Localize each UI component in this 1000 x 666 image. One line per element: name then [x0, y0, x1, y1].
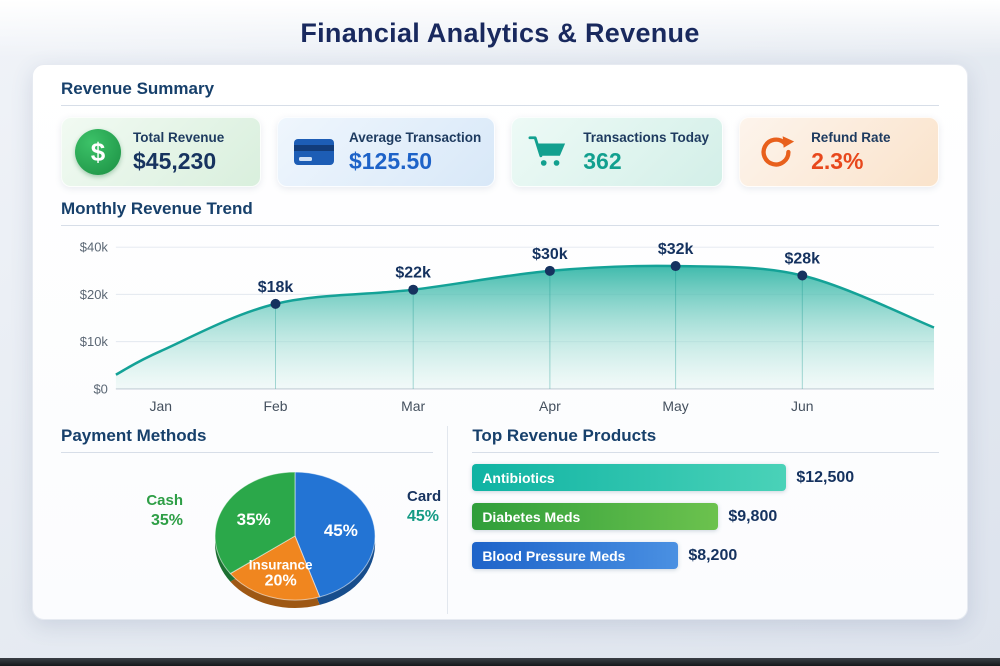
kpi-card-average-transaction: Average Transaction $125.50 — [276, 117, 496, 187]
product-bar-blood-pressure-meds: Blood Pressure Meds — [472, 542, 679, 569]
x-tick-label: Jun — [791, 398, 814, 414]
payment-methods-title: Payment Methods — [61, 426, 434, 453]
pie-inner-pct: 20% — [265, 572, 297, 589]
pie-slice-card — [294, 471, 376, 598]
pie-inner-pct: 35% — [237, 510, 271, 529]
product-label: Antibiotics — [482, 469, 555, 486]
y-tick-label: $40k — [80, 240, 109, 255]
data-point-label: $32k — [658, 241, 694, 258]
kpi-card-total-revenue: $ Total Revenue $45,230 — [61, 117, 261, 187]
data-point — [544, 265, 555, 276]
kpi-text: Total Revenue $45,230 — [133, 130, 224, 175]
x-tick-label: Apr — [539, 398, 561, 414]
x-tick-label: Jan — [150, 398, 173, 414]
revenue-summary-title: Revenue Summary — [61, 79, 939, 106]
dollar-glyph: $ — [90, 136, 106, 167]
product-bar-antibiotics: Antibiotics — [472, 464, 787, 491]
pie-outer-label-cash: Cash 35% — [113, 492, 183, 531]
product-value: $8,200 — [688, 546, 738, 564]
kpi-label-refund-rate: Refund Rate — [811, 129, 891, 145]
data-point — [670, 261, 681, 272]
page-header: Financial Analytics & Revenue — [0, 0, 1000, 64]
product-value: $12,500 — [796, 468, 855, 486]
refresh-icon — [753, 129, 799, 175]
data-point-label: $30k — [532, 246, 568, 263]
pie-slice-insurance — [229, 535, 321, 601]
data-point — [270, 298, 281, 309]
payment-methods-section: Payment Methods Cash 35% 45% Insurance 20%… — [61, 426, 447, 614]
data-point-label: $18k — [258, 279, 294, 296]
kpi-text: Average Transaction $125.50 — [349, 130, 481, 175]
payment-methods-chart: Cash 35% 45% Insurance 20% 35% Card 45% — [61, 464, 441, 614]
product-row: Antibiotics $12,500 — [472, 464, 939, 491]
kpi-value-total-revenue: $45,230 — [133, 147, 217, 174]
product-value: $9,800 — [728, 507, 778, 525]
card-pct: 45% — [407, 507, 440, 525]
pie-inner-pct: 45% — [324, 521, 358, 540]
kpi-value-average-transaction: $125.50 — [348, 147, 433, 174]
product-row: Diabetes Meds $9,800 — [472, 503, 939, 530]
kpi-row: $ Total Revenue $45,230 Average Transact… — [61, 117, 940, 187]
kpi-text: Refund Rate 2.3% — [811, 130, 891, 175]
data-point-label: $28k — [785, 251, 821, 268]
y-tick-label: $10k — [80, 334, 109, 349]
pie-outer-label-card: Card 45% — [407, 488, 477, 527]
top-products-section: Top Revenue Products Antibiotics $12,500… — [447, 426, 939, 614]
cash-label: Cash — [146, 492, 183, 509]
product-bars: Antibiotics $12,500 Diabetes Meds $9,800… — [472, 464, 939, 569]
product-row: Blood Pressure Meds $8,200 — [472, 542, 939, 569]
kpi-label-average-transaction: Average Transaction — [348, 129, 482, 145]
x-tick-label: Feb — [263, 398, 287, 414]
cash-pct: 35% — [150, 511, 183, 529]
y-tick-label: $0 — [93, 381, 107, 396]
product-label: Blood Pressure Meds — [482, 547, 626, 564]
data-point — [408, 284, 419, 295]
bottom-row: Payment Methods Cash 35% 45% Insurance 20%… — [61, 426, 939, 614]
kpi-value-refund-rate: 2.3% — [811, 147, 864, 174]
top-products-title: Top Revenue Products — [472, 426, 939, 453]
product-bar-diabetes-meds: Diabetes Meds — [472, 503, 719, 530]
revenue-line — [115, 264, 935, 376]
revenue-area — [115, 265, 935, 389]
dashboard-panel: Revenue Summary $ Total Revenue $45,230 … — [32, 64, 968, 620]
shopping-cart-icon — [525, 129, 571, 175]
data-point — [797, 270, 808, 281]
kpi-value-transactions-today: 362 — [583, 147, 622, 174]
dollar-icon: $ — [75, 129, 121, 175]
data-point-label: $22k — [395, 265, 431, 282]
bottom-strip — [0, 658, 1000, 666]
product-label: Diabetes Meds — [482, 508, 581, 525]
y-tick-label: $20k — [80, 287, 109, 302]
pie-inner-label: Insurance — [249, 557, 313, 572]
kpi-label-total-revenue: Total Revenue — [133, 129, 225, 145]
kpi-label-transactions-today: Transactions Today — [583, 129, 710, 145]
credit-card-icon — [291, 129, 337, 175]
kpi-text: Transactions Today 362 — [583, 130, 709, 175]
pie-slice-cash — [214, 471, 296, 575]
kpi-card-refund-rate: Refund Rate 2.3% — [739, 117, 940, 187]
page-title: Financial Analytics & Revenue — [300, 18, 700, 48]
x-tick-label: Mar — [401, 398, 425, 414]
kpi-card-transactions-today: Transactions Today 362 — [511, 117, 724, 187]
revenue-trend-chart: $40k $20k $10k $0 Jan Feb Mar Apr May Jun $18k $22k… — [80, 240, 935, 414]
card-label: Card — [407, 488, 442, 505]
monthly-trend-title: Monthly Revenue Trend — [61, 199, 939, 226]
x-tick-label: May — [662, 398, 688, 414]
